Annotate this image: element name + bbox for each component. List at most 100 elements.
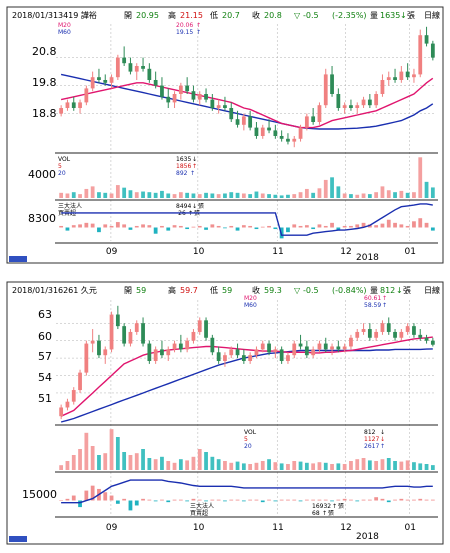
volume-bar [115, 437, 120, 470]
candle-body [204, 94, 208, 100]
candle-body [292, 343, 297, 356]
ii-bar [65, 498, 70, 501]
candle-body [84, 343, 89, 373]
volume-bar [160, 456, 164, 470]
ii-bar [141, 224, 145, 228]
ma60-line [60, 73, 434, 130]
candle-body [128, 331, 133, 344]
candle-body [134, 323, 139, 332]
volume-bar [386, 190, 391, 198]
candle-body [65, 102, 70, 108]
volume-bar [59, 465, 64, 470]
ii-bar [361, 222, 366, 228]
candle-body [216, 352, 221, 361]
volume-bar [65, 461, 70, 470]
chart-panel-6261: 2018/01/31 6261 久元 開 59 高 59.7 低 59 收 59… [6, 281, 444, 545]
ii-line2-dir: ↑ [322, 510, 327, 517]
volume-bar [355, 194, 360, 198]
candle-body [311, 349, 316, 356]
vol-title: VOL [58, 156, 71, 163]
ii-bar [128, 500, 133, 511]
volume-bar [374, 192, 379, 198]
header-date: 2018/01/31 [12, 286, 58, 295]
candle-body [241, 355, 246, 361]
candle-body [355, 331, 360, 338]
ii-bar [97, 227, 101, 233]
volume-bar [248, 194, 253, 198]
ii-bar [374, 497, 379, 501]
candle-body [71, 390, 76, 402]
volume-bar [65, 193, 70, 198]
ii-bar [342, 498, 347, 501]
ma60-label: M60 [244, 302, 257, 309]
candle-body [178, 343, 183, 350]
ii-bar [399, 224, 404, 228]
candle-body [342, 346, 347, 350]
scroll-indicator[interactable] [9, 256, 27, 262]
volume-bar [248, 464, 253, 470]
volume-bar [178, 459, 183, 470]
header-change: -0.5 [303, 11, 319, 20]
ii-bar [160, 225, 164, 228]
scroll-indicator[interactable] [9, 536, 27, 542]
volume-bar [286, 194, 290, 198]
ii-bar [260, 500, 265, 503]
volume-bar [355, 459, 360, 470]
volume-bar [103, 192, 108, 198]
candle-body [342, 105, 347, 108]
ii-bar [342, 225, 347, 228]
volume-bar [223, 193, 227, 198]
month-tick: 01 [405, 247, 416, 257]
ii-bar [355, 500, 360, 502]
volume-bar [216, 194, 221, 198]
candle-body [393, 331, 397, 338]
ii-line2-unit: 張 [328, 510, 334, 517]
header-close-label: 收 [252, 10, 260, 20]
candle-body [141, 66, 145, 69]
volume-bar [374, 461, 379, 470]
volume-bar [128, 190, 133, 198]
volume-bar [254, 191, 259, 198]
volume-bar [380, 459, 385, 470]
volume-bar [115, 185, 120, 198]
price-tick: 18.8 [32, 107, 57, 120]
volume-bar [286, 464, 290, 470]
candle-body [153, 80, 158, 86]
ii-bar [412, 499, 416, 501]
candle-body [153, 349, 158, 361]
header-high: 21.15 [180, 11, 203, 20]
candle-body [361, 99, 366, 106]
candle-body [418, 334, 423, 338]
candle-body [65, 401, 70, 408]
ii-line1-value: 16932 [312, 503, 331, 510]
candle-body [418, 35, 423, 75]
candle-body [71, 102, 76, 108]
header-volume-label: 量 [370, 11, 378, 20]
volume-bar [380, 186, 385, 198]
candle-body [109, 77, 114, 83]
volume-bar [317, 188, 322, 198]
candle-body [223, 105, 227, 108]
ii-line1-value: 8494 [176, 203, 191, 210]
volume-bar [424, 181, 429, 198]
candle-body [254, 349, 259, 356]
candle-body [160, 85, 164, 97]
candle-body [399, 331, 404, 338]
candle-body [374, 331, 379, 338]
volume-bar [166, 461, 171, 470]
vol-ma20-label: 20 [244, 443, 252, 450]
candle-body [147, 68, 152, 80]
ii-line [61, 479, 433, 504]
volume-bar [210, 193, 215, 198]
ii-bar [304, 499, 309, 501]
ii-bar [204, 227, 208, 230]
header-change-symbol: ▽ [294, 286, 301, 295]
ii-bar [286, 499, 290, 501]
ii-bar [147, 225, 152, 228]
candle-body [267, 127, 271, 131]
vol-ma20-label: 20 [58, 170, 66, 177]
ii-bar [134, 225, 139, 228]
ii-bar [191, 498, 196, 501]
volume-bar [393, 461, 397, 470]
candle-body [349, 337, 353, 347]
